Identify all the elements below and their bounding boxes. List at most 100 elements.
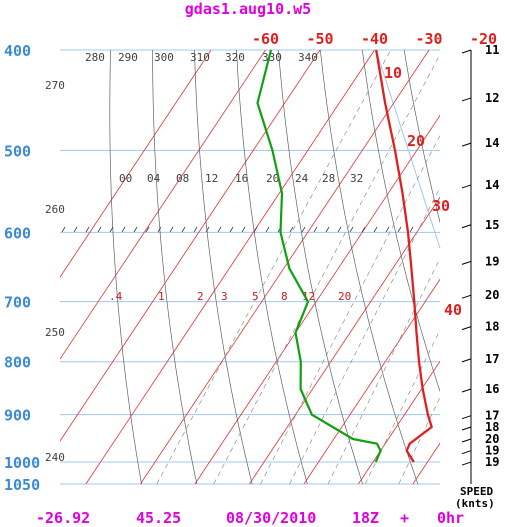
tick-mark [349, 226, 354, 233]
pressure-label: 500 [4, 142, 31, 160]
tick-mark [289, 226, 294, 233]
wind-barb [461, 260, 472, 265]
theta-label: 290 [118, 51, 138, 64]
mixing-ratio-label: .4 [109, 290, 123, 303]
pressure-label: 800 [4, 354, 31, 372]
wind-speed-label: 18 [485, 320, 499, 334]
tick-mark [193, 226, 198, 233]
isotherm-line [249, 196, 440, 484]
mixing-ratio-label: 8 [281, 290, 288, 303]
tick-mark [85, 226, 90, 233]
tick-mark [109, 226, 114, 233]
wind-speed-label: 15 [485, 218, 499, 232]
temp-label-right: 10 [384, 64, 402, 82]
wind-barb [461, 461, 472, 466]
isotherm-line [60, 50, 321, 442]
footer-sep: + [400, 509, 409, 527]
wind-barb [461, 326, 472, 331]
tick-mark [229, 226, 234, 233]
wind-speed-title: SPEED [460, 485, 493, 498]
thetae-label: 08 [176, 172, 189, 185]
theta-label-left: 250 [45, 326, 65, 339]
mixing-ratio-line [289, 186, 440, 484]
tick-marks [61, 226, 414, 233]
tick-mark [217, 226, 222, 233]
tick-mark [121, 226, 126, 233]
thetae-label: 12 [205, 172, 218, 185]
tick-mark [325, 226, 330, 233]
theta-label: 310 [190, 51, 210, 64]
wind-barb [461, 97, 472, 102]
isotherm-line [85, 50, 375, 484]
tick-mark [301, 226, 306, 233]
tick-mark [397, 226, 402, 233]
mixing-ratio-label: 3 [221, 290, 228, 303]
thetae-label: 28 [322, 172, 335, 185]
thetae-label: 16 [235, 172, 248, 185]
mixing-ratio-line [213, 53, 440, 484]
dry-adiabat-lines [109, 50, 440, 484]
wind-barb [461, 388, 472, 393]
dry-adiabat-line [403, 50, 440, 224]
wind-speed-unit: (knts) [455, 497, 495, 510]
theta-label: 340 [298, 51, 318, 64]
theta-label: 300 [154, 51, 174, 64]
wind-speed-label: 14 [485, 178, 499, 192]
temp-label-right: 20 [407, 132, 425, 150]
thetae-label: 20 [266, 172, 279, 185]
temp-label-top: -30 [415, 30, 442, 48]
wind-speed-label: 19 [485, 254, 499, 268]
wind-barb [461, 142, 472, 147]
thetae-label: 00 [119, 172, 132, 185]
tick-mark [361, 226, 366, 233]
wind-speed-label: 17 [485, 409, 499, 423]
thetae-label: 32 [350, 172, 363, 185]
temperature-line [375, 49, 433, 463]
isotherm-line [358, 360, 440, 484]
dry-adiabat-line [319, 50, 419, 484]
tick-mark [205, 226, 210, 233]
isotherm-line [60, 50, 212, 278]
wind-barb [461, 224, 472, 229]
tick-mark [241, 226, 246, 233]
isobar-lines [60, 49, 441, 485]
wind-barb [461, 438, 472, 443]
temp-label-top: -50 [306, 30, 333, 48]
pressure-label: 400 [4, 42, 31, 60]
wind-speed-label: 19 [485, 444, 499, 458]
isotherm-line [60, 50, 266, 360]
wind-speed-label: 11 [485, 43, 499, 57]
theta-label-left: 240 [45, 451, 65, 464]
footer: -26.92 45.25 08/30/2010 18Z + 0hr [36, 509, 464, 527]
temp-label-top: -60 [252, 30, 279, 48]
pressure-label: 900 [4, 407, 31, 425]
dry-adiabat-line [152, 50, 198, 484]
tick-mark [409, 226, 414, 233]
tick-mark [181, 226, 186, 233]
temp-label-right: 40 [444, 301, 462, 319]
dry-adiabat-line [236, 50, 308, 484]
tick-mark [337, 226, 342, 233]
wind-speed-label: 18 [485, 420, 499, 434]
temp-label-top: -40 [361, 30, 388, 48]
mixing-ratio-line [156, 50, 392, 484]
wind-speed-label: 19 [485, 455, 499, 469]
dewpoint-line [256, 49, 382, 463]
tick-mark [265, 226, 270, 233]
mixing-ratio-label: 5 [252, 290, 259, 303]
wind-speed-panel: 111214141519201817161718201919SPEED(knts… [455, 43, 499, 510]
wind-barb [461, 426, 472, 431]
mixing-ratio-label: 12 [302, 290, 315, 303]
theta-label-left: 260 [45, 203, 65, 216]
temp-label-right: 30 [432, 197, 450, 215]
isotherm-lines [60, 50, 440, 484]
temp-label-top: -20 [470, 30, 497, 48]
isotherm-line [303, 278, 440, 484]
wind-speed-label: 20 [485, 432, 499, 446]
wind-speed-label: 14 [485, 136, 499, 150]
mixing-ratio-line [327, 257, 440, 484]
pressure-label: 1000 [4, 454, 40, 472]
tick-mark [133, 226, 138, 233]
